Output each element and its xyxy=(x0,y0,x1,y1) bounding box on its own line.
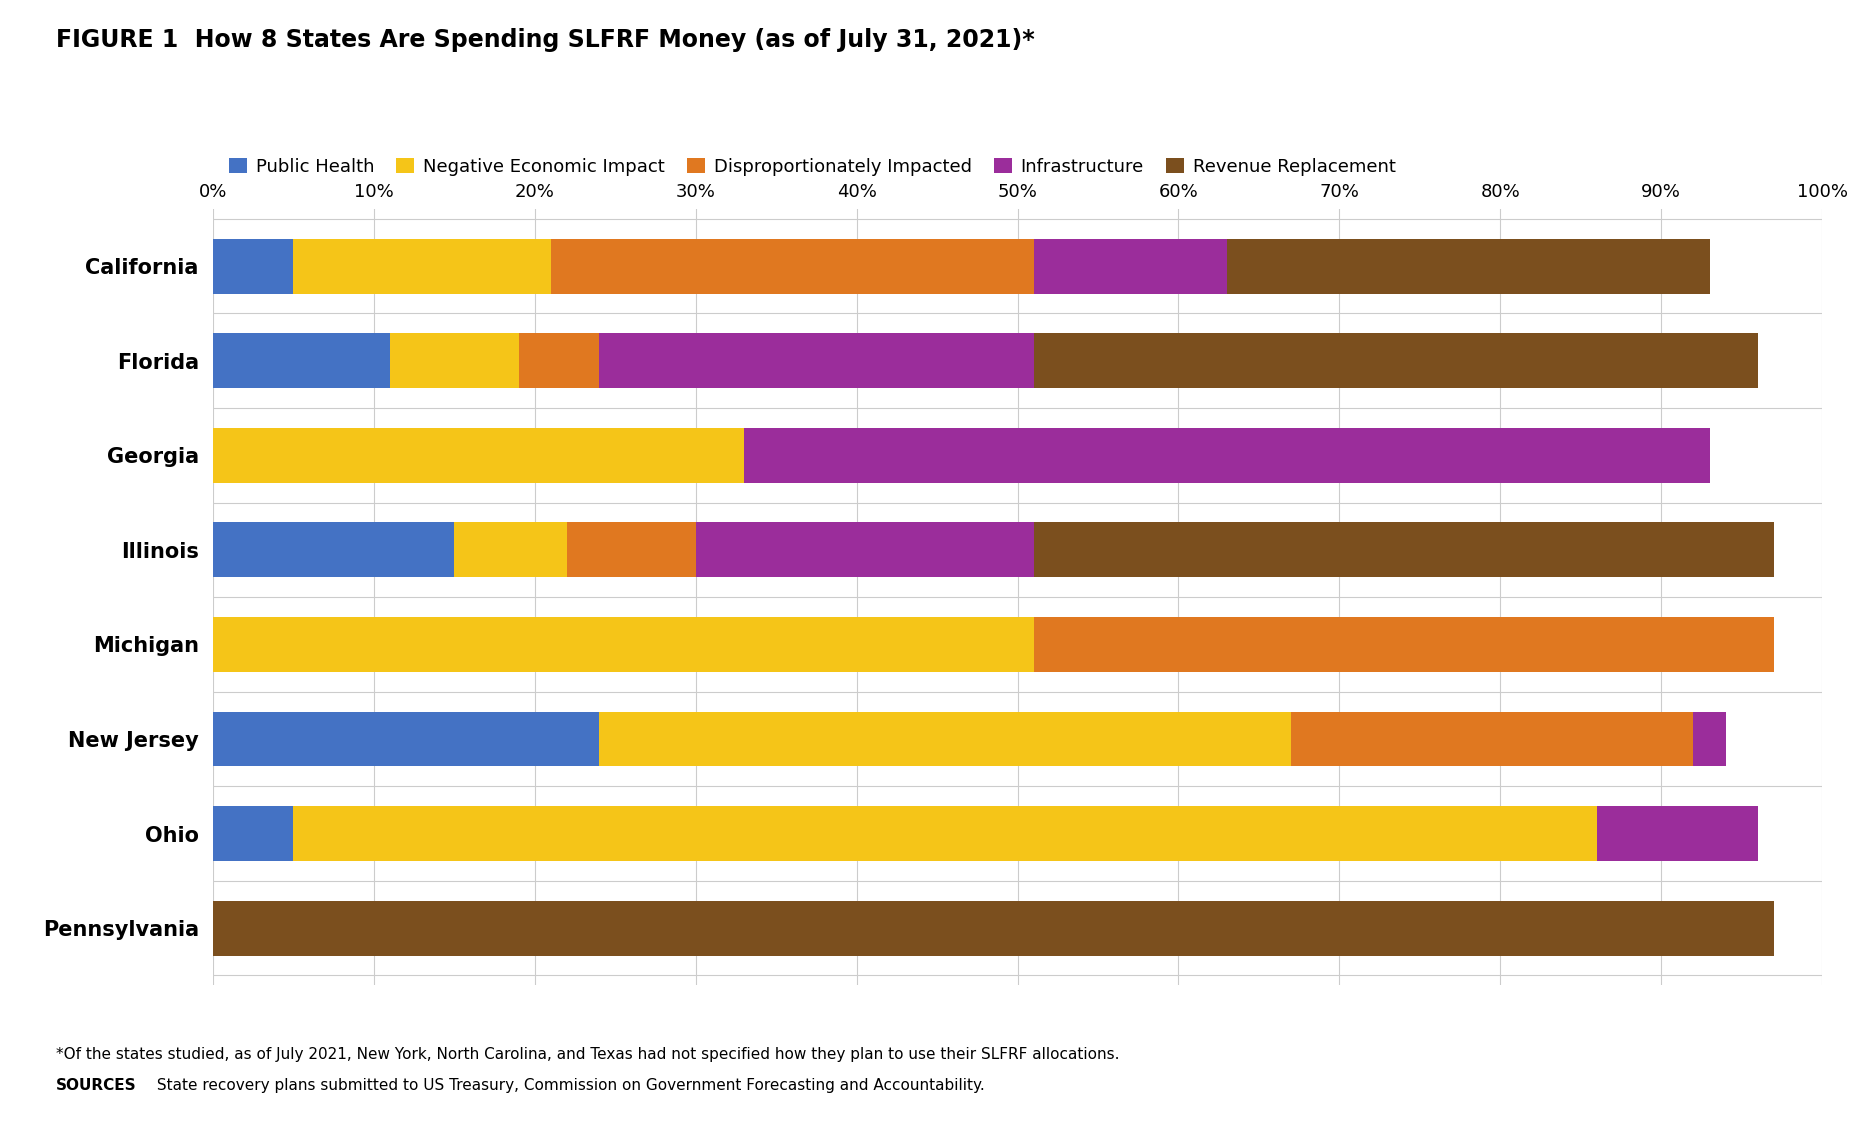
Bar xyxy=(1227,239,1709,293)
Bar xyxy=(213,806,292,861)
Bar xyxy=(1034,333,1758,388)
Bar xyxy=(213,901,1774,955)
Bar xyxy=(292,806,1597,861)
Bar xyxy=(518,333,599,388)
Bar xyxy=(213,712,599,766)
Bar xyxy=(566,523,696,577)
Text: State recovery plans submitted to US Treasury, Commission on Government Forecast: State recovery plans submitted to US Tre… xyxy=(152,1078,984,1092)
Bar xyxy=(1034,239,1227,293)
Bar xyxy=(390,333,518,388)
Text: SOURCES: SOURCES xyxy=(56,1078,137,1092)
Bar xyxy=(213,428,744,482)
Bar xyxy=(599,333,1034,388)
Bar xyxy=(551,239,1034,293)
Bar xyxy=(453,523,566,577)
Bar xyxy=(1597,806,1758,861)
Bar xyxy=(1034,617,1774,671)
Bar xyxy=(213,523,453,577)
Bar xyxy=(696,523,1034,577)
Bar xyxy=(744,428,1709,482)
Bar xyxy=(599,712,1291,766)
Bar xyxy=(213,333,390,388)
Bar xyxy=(1693,712,1726,766)
Bar xyxy=(1291,712,1693,766)
Text: FIGURE 1  How 8 States Are Spending SLFRF Money (as of July 31, 2021)*: FIGURE 1 How 8 States Are Spending SLFRF… xyxy=(56,28,1034,52)
Text: *Of the states studied, as of July 2021, New York, North Carolina, and Texas had: *Of the states studied, as of July 2021,… xyxy=(56,1047,1119,1062)
Legend: Public Health, Negative Economic Impact, Disproportionately Impacted, Infrastruc: Public Health, Negative Economic Impact,… xyxy=(222,151,1402,183)
Bar xyxy=(1034,523,1774,577)
Bar xyxy=(292,239,551,293)
Bar xyxy=(213,617,1034,671)
Bar xyxy=(213,239,292,293)
